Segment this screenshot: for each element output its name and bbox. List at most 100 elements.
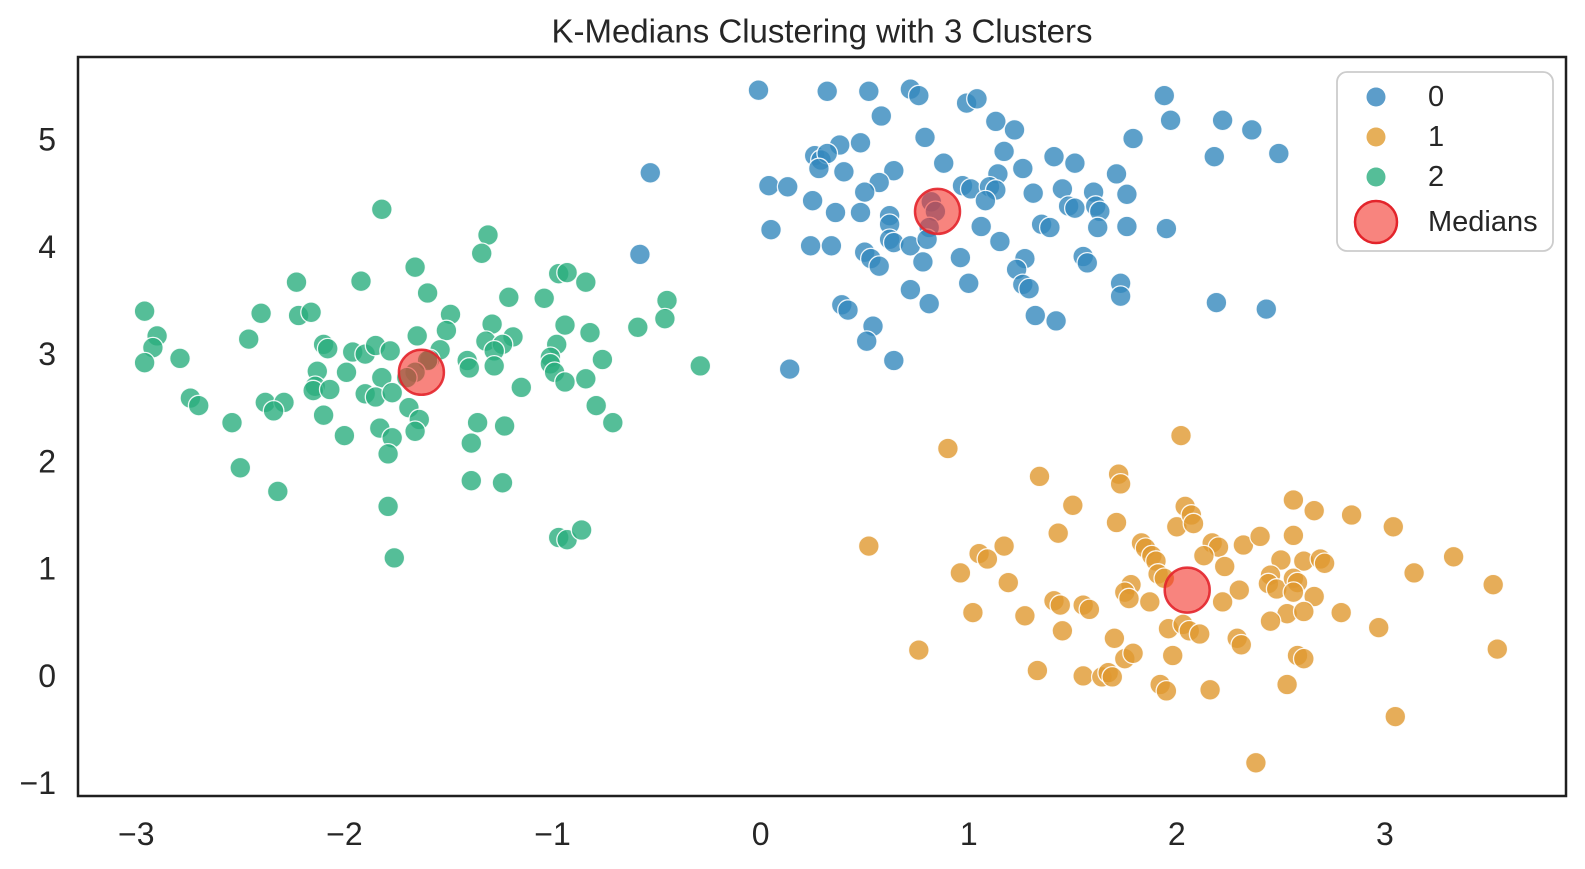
data-point-cluster1 bbox=[1199, 678, 1222, 701]
x-tick-label: −1 bbox=[534, 816, 570, 852]
data-point-cluster0 bbox=[870, 105, 893, 127]
x-tick-label: 1 bbox=[960, 816, 978, 852]
data-point-cluster0 bbox=[1205, 291, 1228, 314]
data-point-cluster2 bbox=[266, 480, 289, 503]
data-point-cluster1 bbox=[1213, 555, 1236, 578]
data-point-cluster0 bbox=[1063, 152, 1086, 175]
data-point-cluster2 bbox=[169, 347, 191, 370]
data-point-cluster0 bbox=[837, 299, 859, 322]
data-point-cluster1 bbox=[1047, 522, 1070, 545]
y-tick-label: −1 bbox=[20, 765, 56, 801]
data-point-cluster0 bbox=[857, 80, 880, 103]
data-point-cluster2 bbox=[574, 367, 597, 390]
chart-title: K-Medians Clustering with 3 Clusters bbox=[551, 13, 1092, 50]
data-point-cluster1 bbox=[1282, 489, 1305, 511]
plot-frame bbox=[76, 55, 1568, 798]
data-point-cluster0 bbox=[757, 174, 780, 197]
data-point-cluster0 bbox=[1086, 216, 1109, 239]
data-point-cluster0 bbox=[911, 250, 934, 273]
data-point-cluster2 bbox=[379, 339, 402, 362]
data-point-cluster0 bbox=[1255, 298, 1278, 321]
median-marker bbox=[1163, 566, 1211, 614]
data-point-cluster0 bbox=[918, 292, 941, 315]
data-point-cluster1 bbox=[1382, 515, 1405, 538]
data-point-cluster1 bbox=[1384, 705, 1407, 728]
data-point-cluster2 bbox=[493, 415, 516, 437]
data-point-cluster2 bbox=[689, 354, 712, 377]
data-point-cluster0 bbox=[1024, 304, 1047, 327]
data-point-cluster1 bbox=[1228, 579, 1251, 602]
data-point-cluster0 bbox=[778, 358, 801, 381]
legend-label: 0 bbox=[1428, 81, 1444, 113]
data-point-cluster2 bbox=[262, 399, 285, 422]
data-point-cluster0 bbox=[776, 175, 799, 198]
data-point-cluster0 bbox=[853, 181, 876, 204]
data-point-cluster1 bbox=[1269, 549, 1292, 571]
data-point-cluster0 bbox=[899, 278, 922, 301]
legend-entry-cluster0: 0 bbox=[1366, 81, 1444, 113]
data-point-cluster2 bbox=[318, 378, 341, 401]
data-point-cluster1 bbox=[1303, 585, 1326, 608]
data-point-cluster1 bbox=[1013, 604, 1036, 627]
data-point-cluster0 bbox=[1211, 109, 1234, 132]
data-point-cluster0 bbox=[868, 255, 891, 278]
data-point-cluster0 bbox=[907, 84, 930, 107]
data-point-cluster0 bbox=[970, 215, 993, 238]
data-point-cluster2 bbox=[250, 302, 273, 325]
data-point-cluster1 bbox=[1403, 561, 1426, 584]
y-tick-label: 3 bbox=[38, 336, 56, 372]
data-point-cluster2 bbox=[510, 376, 533, 399]
data-point-cluster1 bbox=[949, 561, 972, 584]
data-point-cluster0 bbox=[932, 152, 955, 175]
series-medians bbox=[397, 187, 1211, 614]
data-point-cluster0 bbox=[1153, 84, 1176, 107]
data-point-cluster0 bbox=[988, 230, 1011, 253]
data-point-cluster1 bbox=[1282, 524, 1305, 547]
x-tick-label: 2 bbox=[1168, 816, 1186, 852]
data-point-cluster2 bbox=[377, 495, 400, 518]
data-point-cluster2 bbox=[556, 261, 579, 284]
data-point-cluster0 bbox=[1115, 183, 1138, 206]
data-point-cluster0 bbox=[799, 234, 822, 257]
data-point-cluster1 bbox=[1061, 494, 1084, 517]
data-point-cluster1 bbox=[1292, 600, 1315, 623]
data-point-cluster1 bbox=[1105, 511, 1128, 534]
data-point-cluster0 bbox=[914, 126, 936, 149]
data-point-cluster2 bbox=[477, 224, 499, 246]
data-point-cluster2 bbox=[579, 321, 601, 344]
legend-label: 1 bbox=[1428, 121, 1444, 153]
data-point-cluster2 bbox=[133, 300, 156, 323]
data-point-cluster1 bbox=[1182, 512, 1205, 535]
legend-label: 2 bbox=[1428, 161, 1444, 193]
data-point-cluster0 bbox=[1045, 309, 1068, 332]
x-tick-label: 0 bbox=[752, 816, 770, 852]
data-point-cluster0 bbox=[1105, 162, 1128, 185]
data-point-cluster1 bbox=[1486, 638, 1509, 661]
data-point-cluster0 bbox=[1155, 217, 1178, 240]
median-marker bbox=[913, 187, 962, 236]
legend-dot-icon bbox=[1366, 87, 1386, 107]
data-point-cluster1 bbox=[1292, 647, 1315, 670]
data-point-cluster1 bbox=[1211, 590, 1234, 613]
data-point-cluster0 bbox=[639, 161, 662, 184]
data-point-cluster0 bbox=[974, 189, 997, 212]
data-point-cluster0 bbox=[807, 157, 830, 180]
data-point-cluster1 bbox=[1161, 644, 1184, 667]
data-point-cluster2 bbox=[554, 371, 576, 393]
data-point-cluster1 bbox=[1072, 664, 1095, 687]
legend-dot-icon bbox=[1366, 127, 1386, 147]
data-point-cluster2 bbox=[312, 404, 335, 427]
data-point-cluster1 bbox=[1442, 545, 1465, 568]
data-point-cluster1 bbox=[1249, 525, 1272, 548]
data-point-cluster1 bbox=[961, 601, 984, 624]
data-point-cluster0 bbox=[855, 330, 878, 353]
data-point-cluster1 bbox=[1101, 665, 1124, 688]
data-point-cluster2 bbox=[533, 287, 556, 310]
data-point-cluster0 bbox=[1115, 215, 1138, 238]
data-point-cluster0 bbox=[1109, 285, 1132, 308]
scatter-points-layer bbox=[133, 78, 1509, 774]
data-point-cluster1 bbox=[1188, 623, 1211, 645]
data-point-cluster2 bbox=[300, 301, 323, 324]
data-point-cluster2 bbox=[377, 442, 400, 465]
